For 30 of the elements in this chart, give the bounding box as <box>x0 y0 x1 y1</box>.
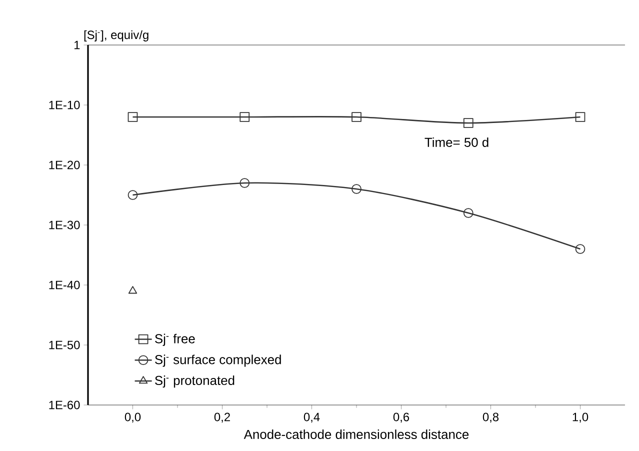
y-tick-label: 1E-40 <box>49 280 80 290</box>
point <box>575 244 586 254</box>
point <box>128 190 138 200</box>
y-tick-label: 1E-50 <box>49 340 80 350</box>
point <box>352 184 362 194</box>
y-tick-label: 1E-30 <box>49 220 80 230</box>
point <box>463 118 474 128</box>
y-tick-label: 1E-20 <box>49 160 80 170</box>
x-tick-label: 0,8 <box>482 412 499 423</box>
legend-label: Sj$^{-}$ surface complexed <box>155 354 281 367</box>
x-tick-label: 0,6 <box>393 412 410 423</box>
point <box>240 112 250 122</box>
point <box>128 112 138 122</box>
y-axis-title: [Sj$^{-}$], equiv/g <box>84 30 148 42</box>
point <box>352 112 362 122</box>
x-tick-label: 0,4 <box>304 412 320 423</box>
point <box>240 178 250 188</box>
x-tick-label: 1,0 <box>572 412 588 423</box>
legend-label: Sj$^{-}$ free <box>155 334 195 346</box>
point <box>463 208 474 218</box>
point <box>575 112 586 122</box>
x-tick-label: 0,2 <box>214 412 230 423</box>
point <box>128 286 138 294</box>
annotation: Time= 50 d <box>424 137 488 147</box>
y-tick-label: 1 <box>74 40 80 50</box>
legend-label: Sj$^{-}$ protonated <box>155 376 234 388</box>
y-tick-label: 1E-60 <box>49 400 80 410</box>
x-axis-title: Anode-cathode dimensionless distance <box>244 429 469 440</box>
y-tick-label: 1E-10 <box>49 100 80 110</box>
x-tick-label: 0,0 <box>124 412 141 423</box>
